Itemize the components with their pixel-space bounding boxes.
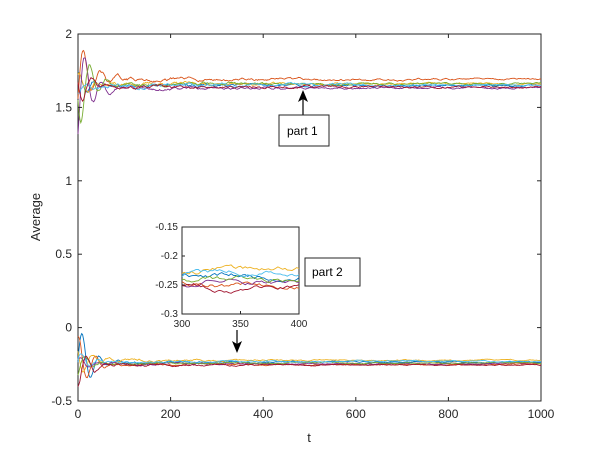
x-tick-label: 200 bbox=[161, 407, 181, 421]
x-axis-label: t bbox=[307, 430, 311, 445]
annotation-part-1: part 1 bbox=[278, 90, 330, 147]
y-axis-label: Average bbox=[28, 193, 43, 241]
upper-series-2 bbox=[77, 49, 542, 99]
x-tick-label: 0 bbox=[75, 407, 82, 421]
inset-plot-area: 300 350 400 -0.3 -0.25 -0.2 -0.15 bbox=[155, 222, 308, 330]
main-plot-frame bbox=[77, 33, 542, 402]
main-axis-ticks: 0 200 400 600 800 1000-0.500.511.52 bbox=[51, 27, 554, 421]
annotation-part-1-label: part 1 bbox=[287, 124, 318, 138]
y-tick-label: -0.5 bbox=[51, 394, 72, 408]
lower-series-6 bbox=[77, 353, 542, 367]
inset-x-tick-label: 300 bbox=[174, 319, 191, 330]
y-tick-label: 0.5 bbox=[55, 247, 72, 261]
inset-series-7 bbox=[181, 283, 300, 294]
inset-y-tick-label: -0.2 bbox=[161, 251, 179, 262]
annotation-part-2-box bbox=[304, 257, 361, 287]
inset-series-4 bbox=[181, 278, 300, 288]
inset-y-tick-label: -0.15 bbox=[155, 222, 178, 233]
inset-y-tick-label: -0.3 bbox=[161, 309, 179, 320]
annotation-part-2-arrowhead bbox=[232, 341, 242, 353]
main-plot-area: 0 200 400 600 800 1000-0.500.511.52 bbox=[51, 27, 554, 421]
annotation-part-2-label: part 2 bbox=[312, 265, 343, 279]
lower-series-7 bbox=[77, 355, 541, 387]
annotation-part-2: part 2 bbox=[232, 257, 361, 353]
inset-x-tick-label: 400 bbox=[291, 319, 308, 330]
inset-plot-frame bbox=[181, 226, 300, 315]
lower-series-4 bbox=[77, 357, 542, 368]
x-tick-label: 800 bbox=[438, 407, 458, 421]
x-tick-label: 600 bbox=[346, 407, 366, 421]
annotation-part-1-arrowhead bbox=[298, 90, 308, 102]
inset-series-group bbox=[181, 264, 300, 294]
inset-y-tick-label: -0.25 bbox=[155, 280, 178, 291]
inset-axis-ticks: 300 350 400 -0.3 -0.25 -0.2 -0.15 bbox=[155, 222, 308, 330]
main-series-group bbox=[77, 49, 542, 387]
inset-series-1 bbox=[181, 272, 300, 283]
inset-x-tick-label: 350 bbox=[232, 319, 249, 330]
upper-series-7 bbox=[77, 77, 542, 102]
y-tick-label: 2 bbox=[65, 27, 72, 41]
inset-series-6 bbox=[181, 269, 300, 278]
y-tick-label: 1.5 bbox=[55, 100, 72, 114]
x-tick-label: 1000 bbox=[528, 407, 555, 421]
annotation-part-1-box bbox=[278, 114, 330, 147]
y-tick-label: 0 bbox=[65, 321, 72, 335]
upper-series-6 bbox=[77, 81, 542, 94]
y-tick-label: 1 bbox=[65, 174, 72, 188]
x-tick-label: 400 bbox=[253, 407, 273, 421]
upper-series-4 bbox=[77, 57, 541, 135]
